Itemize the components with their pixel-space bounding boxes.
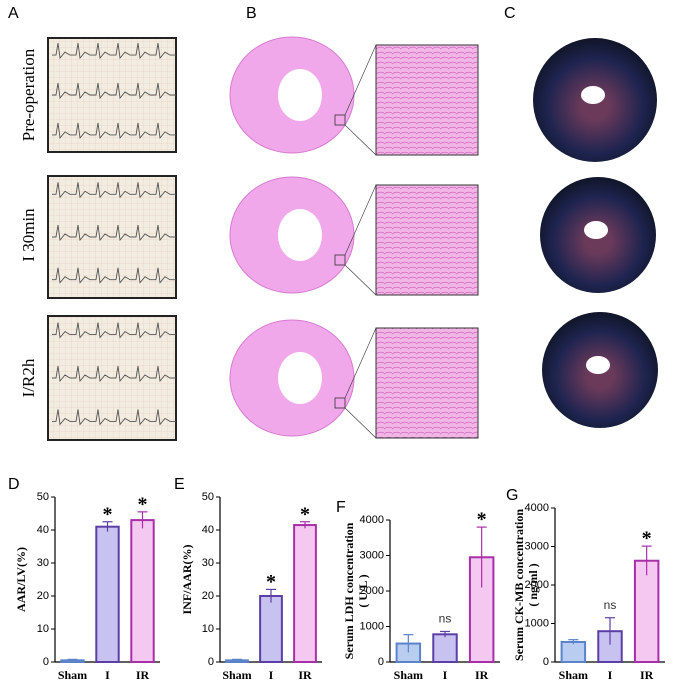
y-tick-label: 1000 <box>360 620 384 632</box>
x-tick-label: I <box>443 668 448 682</box>
y-tick-label: 2000 <box>360 585 384 597</box>
y-tick-label: 3000 <box>525 540 549 552</box>
y-tick-label: 4000 <box>525 502 549 514</box>
x-tick-label: IR <box>475 668 489 682</box>
x-tick-label: I <box>105 668 110 682</box>
x-tick-label: Sham <box>394 668 423 682</box>
lumen <box>278 69 322 121</box>
y-tick-label: 4000 <box>360 514 384 526</box>
zoom-line <box>344 124 377 156</box>
roi <box>334 397 346 409</box>
x-tick-label: IR <box>640 668 654 682</box>
y-tick-label: 20 <box>37 590 49 602</box>
significance: * <box>138 493 148 515</box>
lumen <box>581 86 605 104</box>
lumen <box>278 209 322 261</box>
lumen <box>278 352 322 404</box>
significance: * <box>266 571 276 593</box>
roi <box>334 114 346 126</box>
x-tick-label: IR <box>136 668 150 682</box>
roi <box>334 254 346 266</box>
y-axis-unit: ( ng/ml ) <box>526 563 540 606</box>
zoom-line <box>344 184 377 256</box>
ecg-trace <box>52 322 176 339</box>
zoom-line <box>344 44 377 116</box>
y-tick-label: 50 <box>37 491 49 503</box>
panel-label: G <box>506 487 518 504</box>
zoom-line <box>344 407 377 439</box>
zoom-image <box>375 184 479 296</box>
x-tick-label: Sham <box>559 668 588 682</box>
bar <box>560 640 587 663</box>
row-label: I/R2h <box>19 358 38 397</box>
y-tick-label: 0 <box>378 656 384 668</box>
significance: * <box>103 503 113 525</box>
y-tick-label: 10 <box>37 623 49 635</box>
panel-label: E <box>174 476 185 493</box>
ecg-trace <box>52 182 176 199</box>
significance: * <box>642 528 652 550</box>
y-tick-label: 10 <box>202 623 214 635</box>
y-axis-label: Serum CK-MB concentration <box>512 509 526 661</box>
x-tick-label: I <box>608 668 613 682</box>
zoom-image <box>375 44 479 156</box>
y-tick-label: 1000 <box>525 617 549 629</box>
y-tick-label: 0 <box>208 656 214 668</box>
lumen <box>584 221 608 239</box>
panel-label: A <box>8 5 19 22</box>
x-tick-label: Sham <box>58 668 87 682</box>
y-tick-label: 30 <box>37 557 49 569</box>
significance: * <box>477 509 487 531</box>
x-tick-label: IR <box>298 668 312 682</box>
y-tick-label: 40 <box>37 524 49 536</box>
row-label: I 30min <box>19 208 38 262</box>
significance: ns <box>439 612 452 626</box>
y-tick-label: 30 <box>202 557 214 569</box>
panel-label: F <box>336 499 346 516</box>
bar <box>633 559 660 663</box>
zoom-image <box>375 327 479 439</box>
row-label: Pre-operation <box>19 48 38 141</box>
y-axis-label: INF/AAR(%) <box>180 545 194 615</box>
bar <box>130 519 155 663</box>
y-axis-label: Serum LDH concentration <box>342 522 356 659</box>
x-tick-label: I <box>269 668 274 682</box>
image-panels <box>47 36 658 441</box>
significance: ns <box>604 598 617 612</box>
bar <box>95 525 120 664</box>
ecg-trace <box>52 365 176 383</box>
significance: * <box>300 503 310 525</box>
panel-label: C <box>504 5 516 22</box>
x-tick-label: Sham <box>222 668 251 682</box>
bar <box>259 595 283 663</box>
zoom-line <box>344 327 377 399</box>
panel-label: B <box>246 5 257 22</box>
y-tick-label: 0 <box>43 656 49 668</box>
y-tick-label: 50 <box>202 491 214 503</box>
y-axis-unit: ( U/L ) <box>356 574 370 607</box>
y-tick-label: 20 <box>202 590 214 602</box>
zoom-line <box>344 264 377 296</box>
ecg-trace <box>52 267 176 284</box>
y-tick-label: 2000 <box>525 579 549 591</box>
y-tick-label: 40 <box>202 524 214 536</box>
bar <box>293 524 317 663</box>
ecg-trace <box>52 43 176 60</box>
ecg-trace <box>52 82 176 100</box>
panel-label: D <box>8 476 20 493</box>
lumen <box>586 356 610 374</box>
ecg-trace <box>52 122 176 139</box>
ecg-trace <box>52 224 176 242</box>
bar <box>432 633 458 663</box>
y-axis-label: AAR/LV(%) <box>14 547 28 612</box>
y-tick-label: 3000 <box>360 549 384 561</box>
y-tick-label: 0 <box>543 656 549 668</box>
ecg-trace <box>52 409 176 426</box>
